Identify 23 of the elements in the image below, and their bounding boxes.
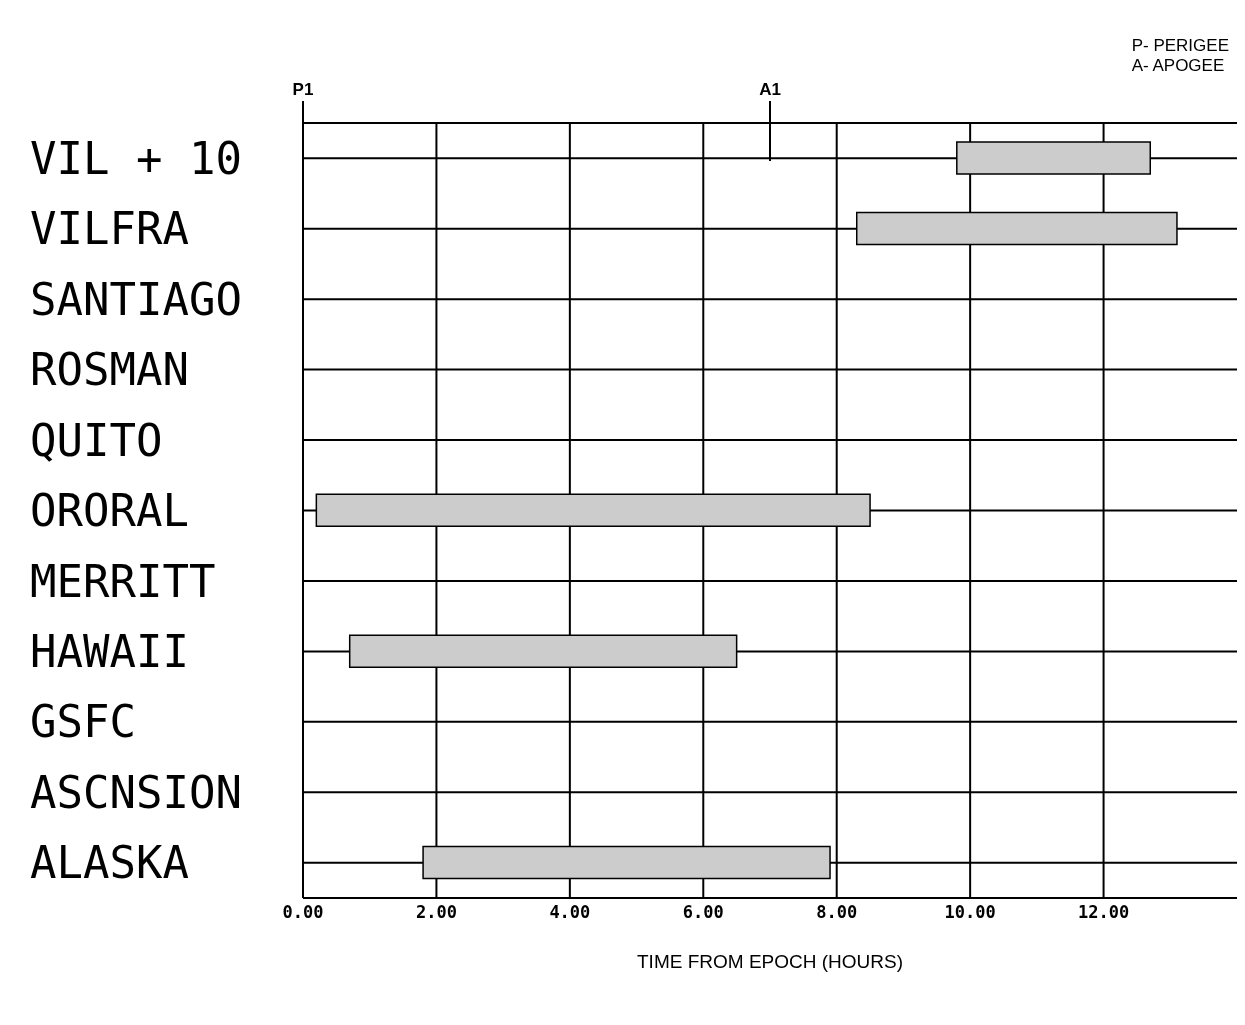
x-tick-label: 0.00	[282, 902, 324, 923]
y-tick-label: VIL + 10	[30, 132, 242, 184]
y-tick-label: ORORAL	[30, 485, 189, 537]
x-tick-label: 6.00	[682, 902, 724, 923]
text: A- APOGEE	[1131, 56, 1226, 76]
y-tick-label: VILFRA	[30, 203, 189, 255]
y-tick-label: QUITO	[30, 414, 163, 466]
y-tick-label: SANTIAGO	[30, 273, 242, 325]
x-tick-label: 4.00	[549, 902, 591, 923]
x-tick-label: 8.00	[816, 902, 858, 923]
y-tick-label: MERRITT	[30, 555, 216, 607]
y-tick-label: GSFC	[30, 696, 136, 748]
y-tick-label: ALASKA	[30, 837, 189, 889]
ref-line-label: P1	[292, 80, 314, 99]
x-axis-title: TIME FROM EPOCH (HOURS)	[637, 951, 903, 972]
y-tick-label: ROSMAN	[30, 344, 189, 396]
text: P- PERIGEE	[1131, 36, 1229, 56]
y-tick-label: ASCNSION	[30, 766, 242, 818]
x-tick-label: 10.00	[944, 902, 996, 923]
x-tick-label: 12.00	[1077, 902, 1130, 923]
x-tick-label: 2.00	[415, 902, 457, 923]
y-tick-label: HAWAII	[30, 626, 189, 678]
ref-line-label: A1	[759, 80, 781, 99]
